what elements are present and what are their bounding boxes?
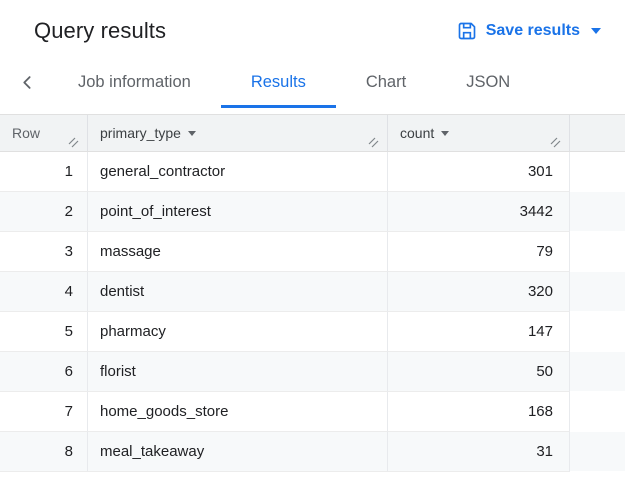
page-header: Query results Save results bbox=[0, 0, 625, 56]
table-row: 3 massage 79 bbox=[0, 232, 625, 272]
resize-handle-icon[interactable] bbox=[368, 137, 379, 151]
row-number-cell: 3 bbox=[0, 232, 88, 272]
row-number-cell: 5 bbox=[0, 312, 88, 352]
table-row: 7 home_goods_store 168 bbox=[0, 392, 625, 432]
save-results-label: Save results bbox=[485, 22, 580, 39]
primary-type-cell: meal_takeaway bbox=[88, 432, 388, 472]
table-row: 6 florist 50 bbox=[0, 352, 625, 392]
column-header-row: Row bbox=[0, 115, 88, 151]
resize-handle-icon[interactable] bbox=[68, 137, 79, 151]
row-number-cell: 8 bbox=[0, 432, 88, 472]
table-row: 8 meal_takeaway 31 bbox=[0, 432, 625, 472]
row-number-cell: 1 bbox=[0, 152, 88, 192]
gutter-cell bbox=[570, 232, 625, 272]
count-cell: 3442 bbox=[388, 192, 570, 232]
primary-type-cell: florist bbox=[88, 352, 388, 392]
tab-json[interactable]: JSON bbox=[466, 73, 511, 91]
table-row: 2 point_of_interest 3442 bbox=[0, 192, 625, 232]
count-cell: 147 bbox=[388, 312, 570, 352]
tab-results[interactable]: Results bbox=[220, 56, 336, 108]
table-body: 1 general_contractor 301 2 point_of_interest… bbox=[0, 152, 625, 472]
results-table: Row primary_type count bbox=[0, 114, 625, 472]
gutter-cell bbox=[570, 352, 625, 392]
count-cell: 320 bbox=[388, 272, 570, 312]
row-number-cell: 6 bbox=[0, 352, 88, 392]
resize-handle-icon[interactable] bbox=[550, 137, 561, 151]
tabs-back-button[interactable] bbox=[6, 56, 48, 108]
row-number-cell: 7 bbox=[0, 392, 88, 432]
chevron-left-icon bbox=[20, 75, 35, 90]
primary-type-cell: general_contractor bbox=[88, 152, 388, 192]
save-results-button[interactable]: Save results bbox=[457, 21, 601, 41]
table-row: 1 general_contractor 301 bbox=[0, 152, 625, 192]
gutter-cell bbox=[570, 152, 625, 192]
primary-type-cell: dentist bbox=[88, 272, 388, 312]
primary-type-cell: massage bbox=[88, 232, 388, 272]
column-menu-icon[interactable] bbox=[441, 130, 450, 136]
table-row: 5 pharmacy 147 bbox=[0, 312, 625, 352]
column-header-count[interactable]: count bbox=[388, 115, 570, 151]
column-label: count bbox=[400, 125, 435, 141]
column-header-gutter bbox=[570, 115, 625, 151]
gutter-cell bbox=[570, 432, 625, 472]
gutter-cell bbox=[570, 312, 625, 352]
gutter-cell bbox=[570, 272, 625, 312]
gutter-cell bbox=[570, 392, 625, 432]
table-row: 4 dentist 320 bbox=[0, 272, 625, 312]
save-icon bbox=[457, 21, 477, 41]
row-number-cell: 4 bbox=[0, 272, 88, 312]
table-header: Row primary_type count bbox=[0, 114, 625, 152]
column-label: primary_type bbox=[100, 125, 181, 141]
page-title: Query results bbox=[34, 18, 167, 43]
primary-type-cell: home_goods_store bbox=[88, 392, 388, 432]
tab-bar: Job information Results Chart JSON bbox=[0, 56, 625, 108]
primary-type-cell: point_of_interest bbox=[88, 192, 388, 232]
count-cell: 79 bbox=[388, 232, 570, 272]
tab-job-information[interactable]: Job information bbox=[78, 73, 191, 91]
count-cell: 301 bbox=[388, 152, 570, 192]
column-menu-icon[interactable] bbox=[187, 130, 196, 136]
primary-type-cell: pharmacy bbox=[88, 312, 388, 352]
column-label: Row bbox=[12, 125, 41, 141]
gutter-cell bbox=[570, 192, 625, 232]
count-cell: 50 bbox=[388, 352, 570, 392]
count-cell: 31 bbox=[388, 432, 570, 472]
column-header-primary-type[interactable]: primary_type bbox=[88, 115, 388, 151]
count-cell: 168 bbox=[388, 392, 570, 432]
tab-chart[interactable]: Chart bbox=[365, 73, 407, 91]
row-number-cell: 2 bbox=[0, 192, 88, 232]
dropdown-caret-icon bbox=[591, 28, 601, 34]
